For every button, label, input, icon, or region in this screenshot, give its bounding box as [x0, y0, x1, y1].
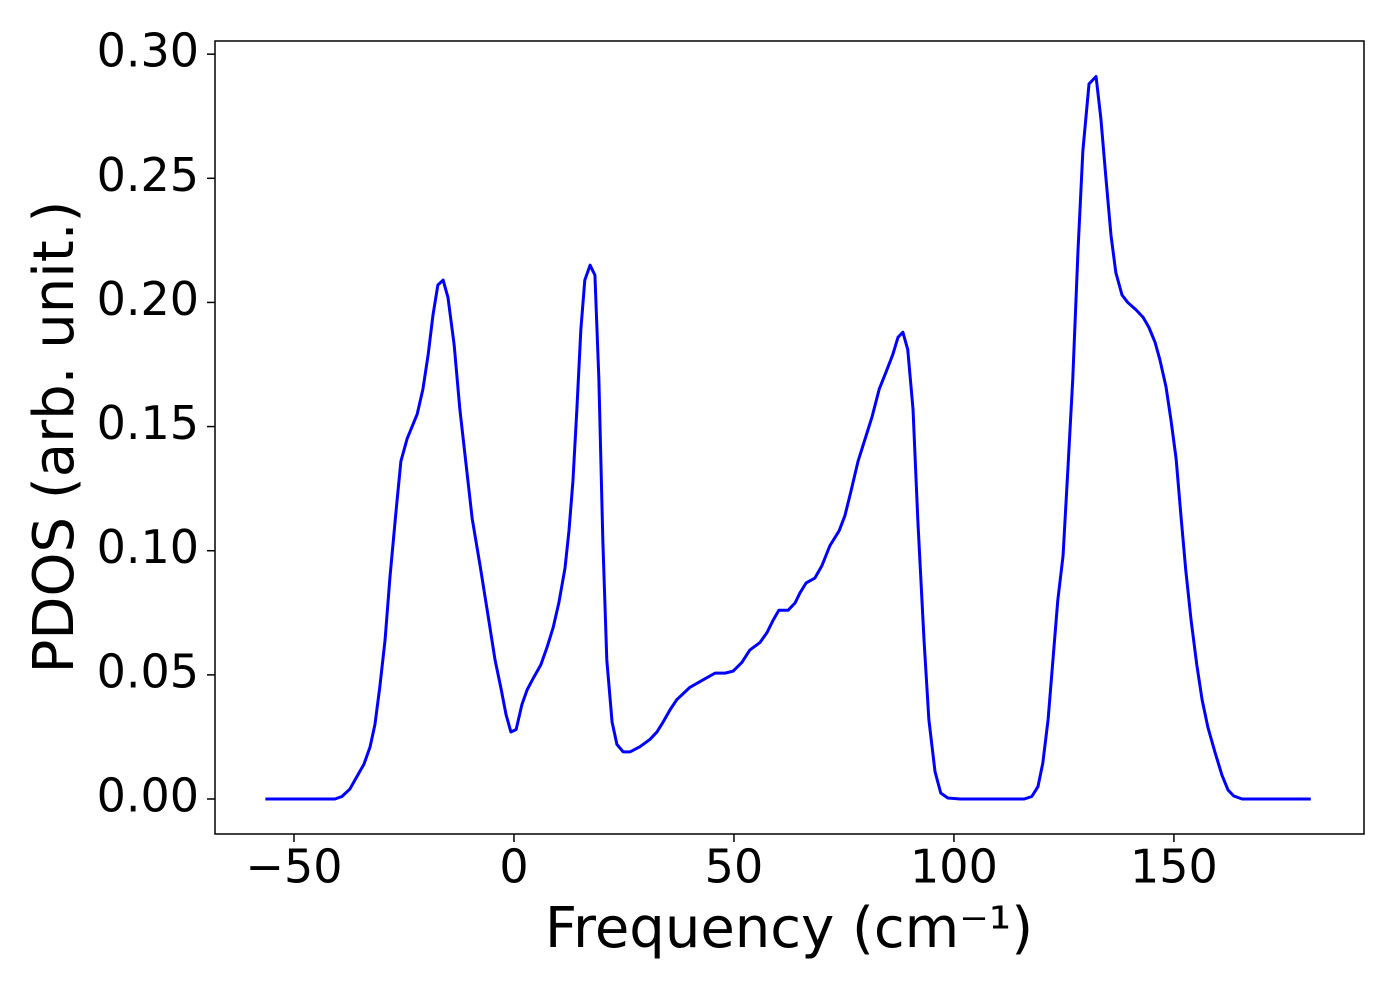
x-axis-label: Frequency (cm⁻¹)	[545, 896, 1033, 961]
x-tick-label: 50	[705, 840, 764, 894]
x-tick-label: 100	[910, 840, 998, 894]
x-tick-label: −50	[245, 840, 342, 894]
y-tick-label: 0.20	[97, 272, 199, 326]
y-axis-label: PDOS (arb. unit.)	[22, 201, 87, 674]
y-tick-label: 0.10	[97, 520, 199, 574]
x-tick-label: 150	[1130, 840, 1218, 894]
y-tick-label: 0.05	[97, 644, 199, 698]
y-tick-label: 0.30	[97, 24, 199, 78]
y-tick-label: 0.25	[97, 148, 199, 202]
y-tick-label: 0.00	[97, 768, 199, 822]
plot-frame	[214, 40, 1365, 835]
line-series	[265, 75, 1311, 801]
y-tick-label: 0.15	[97, 396, 199, 450]
x-tick-label: 0	[499, 840, 528, 894]
